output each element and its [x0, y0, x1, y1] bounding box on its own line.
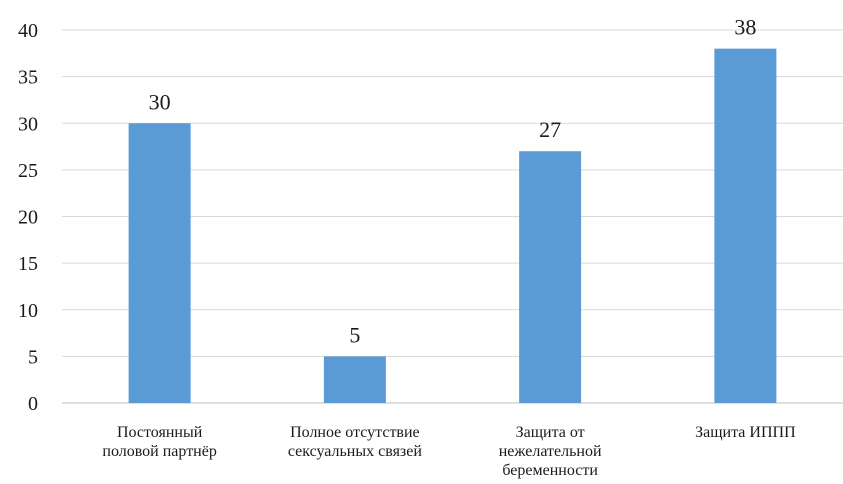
- bars: [128, 48, 777, 404]
- y-tick-label: 20: [18, 207, 38, 229]
- x-category-label: Защита от нежелательной беременности: [499, 424, 602, 479]
- bar: [714, 48, 777, 404]
- data-labels: 30 5 27 38: [149, 15, 757, 348]
- x-category-label-line: половой партнёр: [102, 443, 216, 460]
- x-category-label: Защита ИППП: [695, 424, 796, 441]
- y-tick-label: 40: [18, 20, 38, 42]
- y-axis-ticks: 0 5 10 15 20 25 30 35 40: [18, 20, 38, 415]
- y-tick-label: 15: [18, 253, 38, 275]
- bar: [519, 151, 582, 403]
- x-category-label-line: сексуальных связей: [288, 443, 423, 460]
- y-tick-label: 30: [18, 113, 38, 135]
- x-category-label-line: беременности: [502, 462, 598, 479]
- data-label: 27: [539, 117, 561, 142]
- bar: [128, 123, 191, 403]
- x-category-label-line: Постоянный: [117, 424, 203, 441]
- x-category-label-line: Полное отсутствие: [290, 424, 420, 441]
- y-tick-label: 25: [18, 160, 38, 182]
- x-category-label: Полное отсутствие сексуальных связей: [288, 424, 423, 460]
- gridlines: [62, 29, 843, 404]
- y-tick-label: 0: [28, 393, 38, 415]
- x-category-label: Постоянный половой партнёр: [102, 424, 216, 460]
- data-label: 38: [734, 15, 756, 40]
- data-label: 30: [149, 89, 171, 114]
- x-category-label-line: Защита от: [516, 424, 585, 441]
- y-tick-label: 35: [18, 67, 38, 89]
- x-category-label-line: нежелательной: [499, 443, 602, 460]
- y-tick-label: 5: [28, 346, 38, 368]
- x-category-label-line: Защита ИППП: [695, 424, 796, 441]
- bar: [323, 356, 386, 403]
- data-label: 5: [349, 322, 360, 347]
- x-axis-categories: Постоянный половой партнёр Полное отсутств…: [102, 424, 796, 479]
- y-tick-label: 10: [18, 300, 38, 322]
